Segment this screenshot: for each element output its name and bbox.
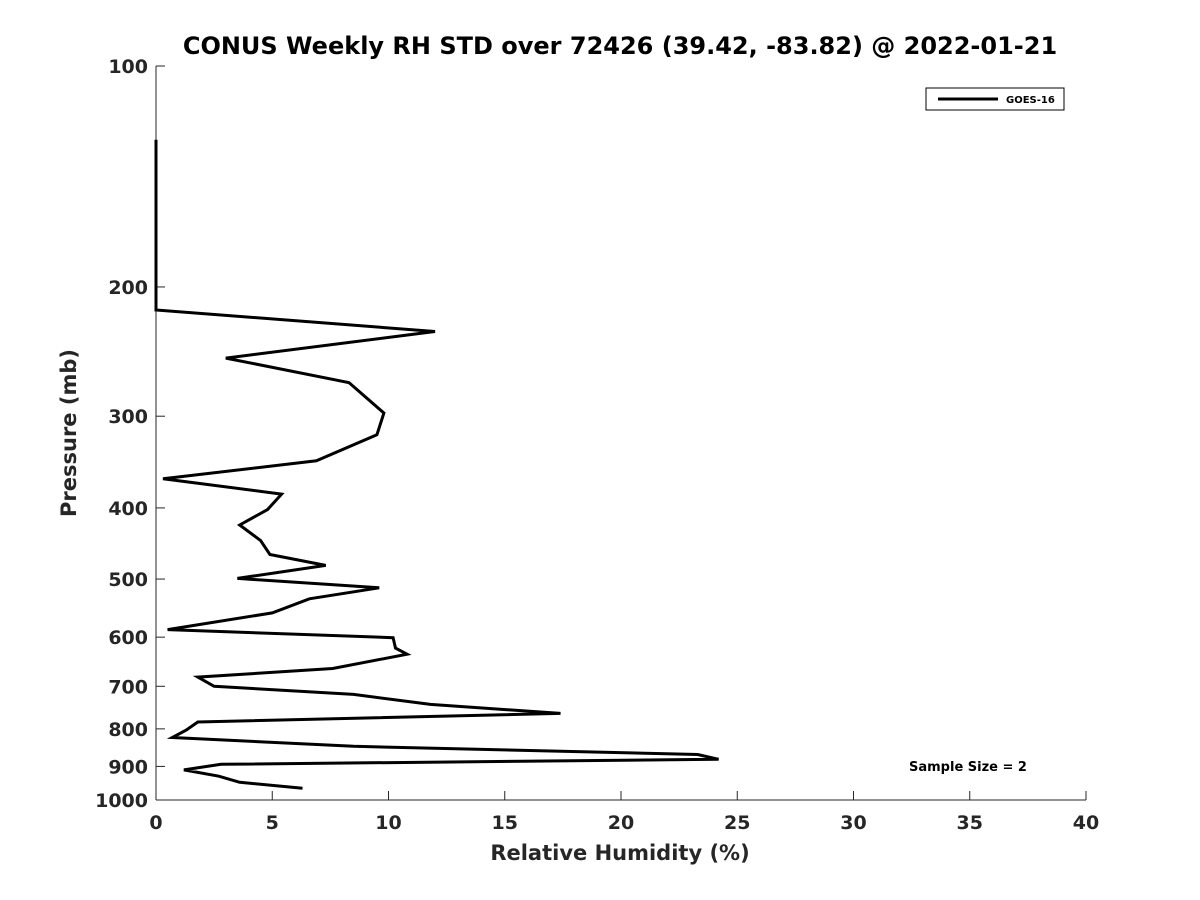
- chart-title: CONUS Weekly RH STD over 72426 (39.42, -…: [183, 32, 1057, 60]
- x-tick-label: 40: [1073, 812, 1099, 834]
- y-tick-label: 500: [108, 569, 148, 591]
- x-tick-label: 25: [724, 812, 750, 834]
- sample-size-annotation: Sample Size = 2: [909, 760, 1027, 775]
- x-tick-label: 10: [375, 812, 401, 834]
- ticks: 0 5 10 15 20 25 30 35 40 100 200 300 400 500 600 700 800…: [95, 56, 1099, 834]
- y-tick-label: 900: [108, 756, 148, 778]
- legend: GOES-16: [925, 87, 1065, 111]
- y-tick-label: 600: [108, 627, 148, 649]
- y-tick-label: 400: [108, 498, 148, 520]
- y-tick-label: 700: [108, 676, 148, 698]
- y-tick-label: 200: [108, 277, 148, 299]
- y-tick-label: 1000: [95, 790, 148, 812]
- legend-label-goes-16: GOES-16: [1006, 95, 1055, 106]
- x-tick-label: 30: [840, 812, 866, 834]
- y-tick-label: 300: [108, 406, 148, 428]
- series-layer: [154, 139, 719, 790]
- y-axis-label: Pressure (mb): [57, 349, 81, 517]
- x-tick-label: 0: [149, 812, 162, 834]
- series-line-goes-16: [154, 139, 719, 790]
- x-tick-label: 20: [608, 812, 634, 834]
- x-axis-label: Relative Humidity (%): [490, 841, 749, 865]
- x-tick-label: 35: [957, 812, 983, 834]
- y-tick-label: 100: [108, 56, 148, 78]
- y-tick-label: 800: [108, 719, 148, 741]
- x-tick-label: 5: [266, 812, 279, 834]
- x-tick-label: 15: [492, 812, 518, 834]
